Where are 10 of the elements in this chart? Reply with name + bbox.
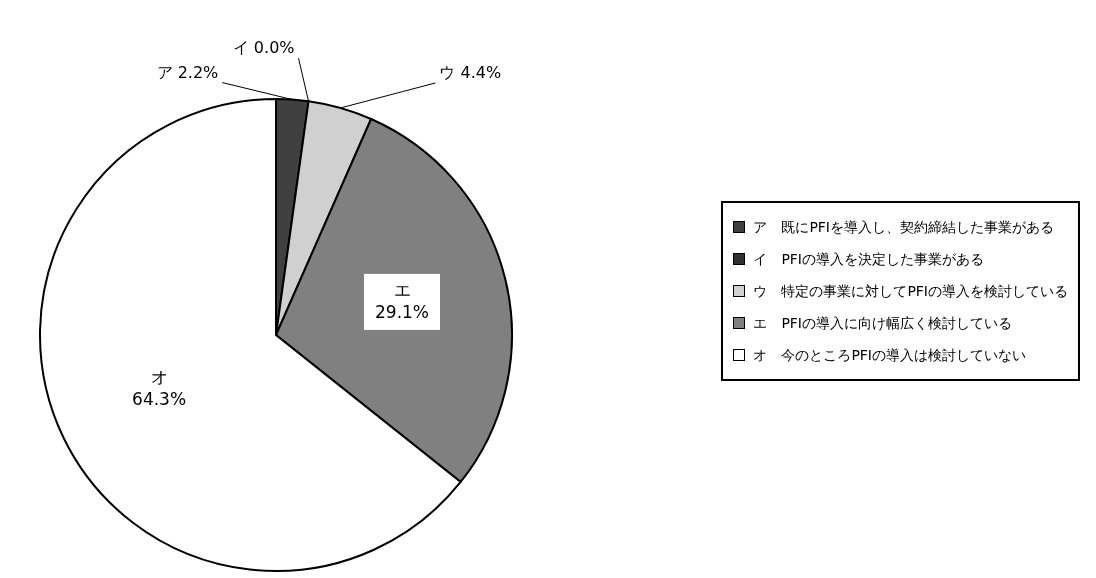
legend-label: ア 既にPFIを導入し、契約締結した事業がある [753, 217, 1054, 237]
data-label: ウ 4.4% [439, 62, 502, 82]
text: イ 0.0% [232, 38, 295, 58]
data-label: オ 64.3% [132, 367, 187, 410]
data-label: エ 29.1% [375, 279, 430, 322]
legend-label: ウ 特定の事業に対してPFIの導入を検討している [753, 281, 1068, 301]
data-label: ア 2.2% [156, 62, 219, 82]
legend-label: エ PFIの導入に向け幅広く検討している [753, 313, 1012, 333]
legend-label: オ 今のところPFIの導入は検討していない [753, 345, 1026, 365]
legend-label: イ PFIの導入を決定した事業がある [753, 249, 984, 269]
